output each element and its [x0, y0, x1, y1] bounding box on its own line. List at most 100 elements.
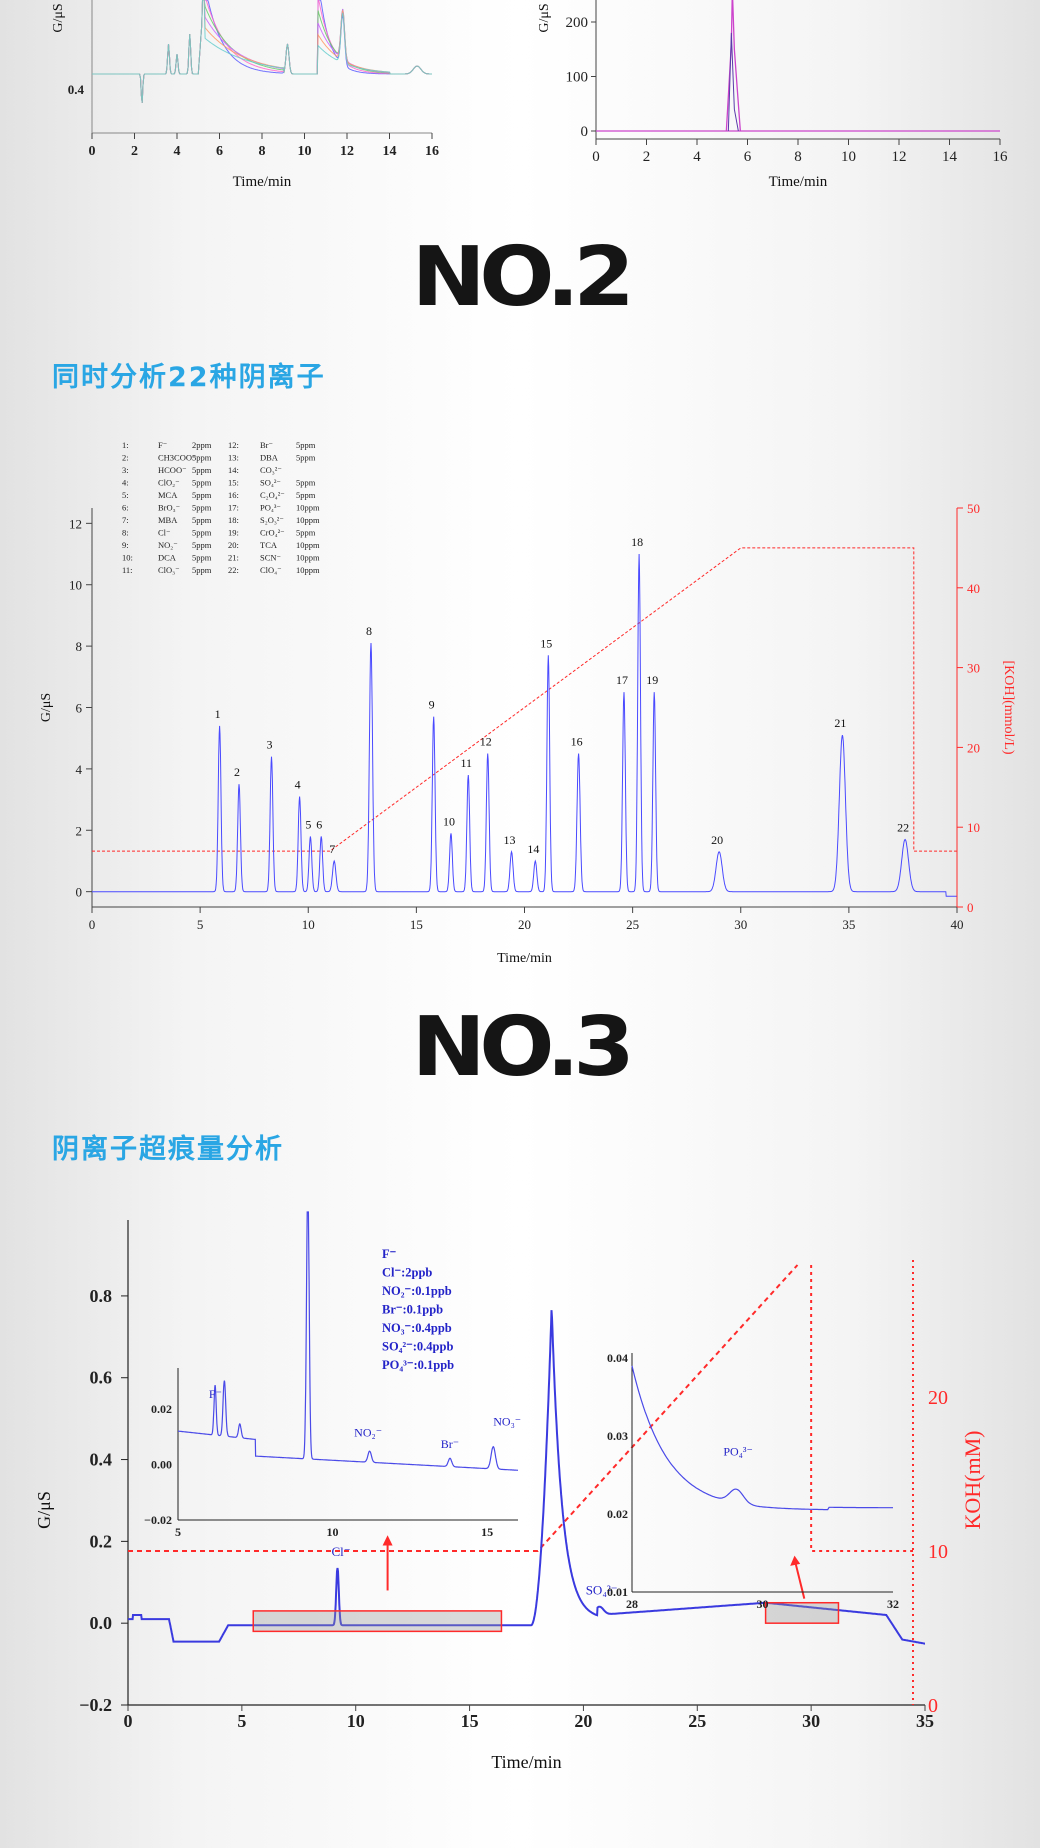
no3-inset-left-y-tick-label: 0.02 — [151, 1402, 172, 1416]
no2-peak-label: 12 — [480, 735, 492, 749]
no3-legend-item: SO₄²⁻:0.4ppb — [382, 1340, 453, 1354]
no3-x-tick-label: 10 — [347, 1711, 365, 1731]
top-right-y-tick-label: 0 — [581, 124, 589, 140]
no2-x-tick-label: 0 — [89, 917, 96, 932]
no3-arrow-right-head — [790, 1555, 801, 1566]
top-right-partial-chart: 0 2 4 6 8 10 12 14 16 0 100 200 Time/min G/μS — [537, 0, 1009, 190]
no2-peak-label: 6 — [316, 817, 322, 831]
no2-legend-cell: 9: — [122, 540, 129, 550]
no2-x-tick-label: 40 — [951, 917, 964, 932]
no2-legend-cell: 10: — [122, 553, 133, 563]
no2-peak-label: 8 — [366, 624, 372, 638]
no3-legend-item: PO₄³⁻:0.1ppb — [382, 1358, 454, 1372]
no3-inset-left-x-tick-label: 15 — [481, 1525, 493, 1539]
no3-y-tick-label: 0.6 — [90, 1368, 113, 1388]
no3-legend: F⁻ Cl⁻:2ppb NO₂⁻:0.1ppb Br⁻:0.1ppb NO₃⁻:0.4p… — [382, 1247, 454, 1372]
no2-x-tick-label: 30 — [734, 917, 747, 932]
no2-legend-cell: 4: — [122, 478, 129, 488]
no2-legend-cell: 2ppm — [192, 440, 212, 450]
top-right-x-tick-label: 14 — [942, 149, 958, 165]
no2-legend-cell: 5ppm — [192, 565, 212, 575]
no3-inset-left-x-tick-label: 10 — [327, 1525, 339, 1539]
top-left-x-tick-label: 2 — [131, 144, 138, 159]
no2-legend-cell: BrO₃⁻ — [158, 503, 181, 513]
no3-ylabel: G/μS — [34, 1491, 54, 1529]
no3-inset-left-y-tick-label: −0.02 — [144, 1513, 172, 1527]
no3-x-tick-label: 0 — [124, 1711, 133, 1731]
no2-peak-label: 22 — [897, 820, 909, 834]
no3-legend-item: NO₂⁻:0.1ppb — [382, 1284, 452, 1298]
no3-x-tick-label: 35 — [916, 1711, 934, 1731]
no2-y-tick-label: 12 — [69, 516, 82, 531]
no2-legend-cell: 18: — [228, 515, 239, 525]
no2-peak-label: 9 — [429, 698, 435, 712]
no2-legend-cell: 5ppm — [296, 453, 316, 463]
no2-legend-cell: 5ppm — [296, 490, 316, 500]
no3-x-tick-label: 20 — [574, 1711, 592, 1731]
no2-y-right-tick-label: 20 — [967, 740, 980, 755]
no2-legend-cell: CrO₄²⁻ — [260, 528, 285, 538]
top-right-x-tick-label: 2 — [643, 149, 651, 165]
top-left-y-tick-label: 0.4 — [68, 82, 85, 97]
top-left-partial-chart: 0 2 4 6 8 10 12 14 16 0.4 Time/min G/μS — [51, 0, 439, 190]
no2-legend-cell: 21: — [228, 553, 239, 563]
no2-x-tick-label: 5 — [197, 917, 204, 932]
top-left-xlabel: Time/min — [233, 174, 292, 190]
no2-legend-cell: 5ppm — [192, 453, 212, 463]
no2-trace-line — [92, 553, 957, 897]
no3-y-tick-label: 0.2 — [90, 1531, 113, 1551]
top-left-x-tick-label: 0 — [89, 144, 96, 159]
no2-legend-cell: 8: — [122, 528, 129, 538]
no3-inset-right-y-tick-label: 0.04 — [607, 1351, 628, 1365]
top-right-y-tick-label: 200 — [566, 15, 589, 31]
no3-inset-right-trace — [631, 1365, 893, 1511]
no2-peak-label: 2 — [234, 765, 240, 779]
no3-trace-line — [128, 1310, 925, 1645]
no3-inset-left-label: Br⁻ — [441, 1437, 459, 1451]
top-right-x-tick-label: 8 — [794, 149, 802, 165]
no2-legend-cell: 5ppm — [192, 490, 212, 500]
no2-legend-cell: 13: — [228, 453, 239, 463]
no2-legend-cell: 19: — [228, 528, 239, 538]
no2-x-tick-label: 20 — [518, 917, 531, 932]
no3-annotation-so4: SO₄²⁻ — [586, 1583, 618, 1598]
no2-peak-label: 14 — [527, 842, 539, 856]
no3-heading: 阴离子超痕量分析 — [52, 1134, 284, 1165]
no2-legend-cell: 14: — [228, 465, 239, 475]
top-left-x-tick-label: 14 — [383, 144, 397, 159]
no3-annotation-cl: Cl⁻ — [331, 1544, 350, 1559]
no2-legend-cell: 20: — [228, 540, 239, 550]
no3-gradient-line — [128, 1264, 799, 1552]
no2-peak-label: 3 — [266, 738, 272, 752]
top-left-x-tick-label: 10 — [298, 144, 312, 159]
no3-x-tick-label: 5 — [237, 1711, 246, 1731]
no2-legend-cell: ClO₄⁻ — [260, 565, 282, 575]
top-right-x-tick-label: 4 — [693, 149, 701, 165]
top-left-x-tick-label: 12 — [340, 144, 354, 159]
no2-legend-cell: ClO₂⁻ — [158, 478, 180, 488]
no2-y-right-tick-label: 0 — [967, 900, 974, 915]
no2-legend-cell: HCOO⁻ — [158, 465, 187, 475]
no3-legend-item: NO₃⁻:0.4ppb — [382, 1321, 452, 1335]
no2-legend-cell: ClO₃⁻ — [158, 565, 180, 575]
no3-inset-right-y-tick-label: 0.02 — [607, 1507, 628, 1521]
no2-legend-cell: SCN⁻ — [260, 553, 282, 563]
no2-legend-cell: SO₄²⁻ — [260, 478, 281, 488]
no3-x-tick-label: 15 — [461, 1711, 479, 1731]
top-right-ylabel: G/μS — [537, 3, 552, 32]
no3-inset-left-label: F⁻ — [209, 1387, 222, 1401]
no2-legend-cell: 12: — [228, 440, 239, 450]
no2-y-right-tick-label: 50 — [967, 501, 980, 516]
no2-chromatogram: 0 5 10 15 20 25 30 35 4002468101201020304050Time… — [39, 440, 1016, 966]
no3-inset-right-x-tick-label: 30 — [757, 1597, 769, 1611]
top-right-x-tick-label: 16 — [993, 149, 1009, 165]
top-right-peak-line — [725, 0, 741, 132]
no3-inset-left-label: NO₂⁻ — [354, 1426, 382, 1440]
no2-legend-cell: Cl⁻ — [158, 528, 171, 538]
no2-peak-label: 1 — [215, 707, 221, 721]
no2-y-tick-label: 10 — [69, 578, 82, 593]
no3-y-tick-label: 0.4 — [90, 1450, 113, 1470]
no2-legend-cell: DBA — [260, 453, 279, 463]
no2-x-tick-label: 35 — [842, 917, 855, 932]
no2-legend-cell: 5: — [122, 490, 129, 500]
